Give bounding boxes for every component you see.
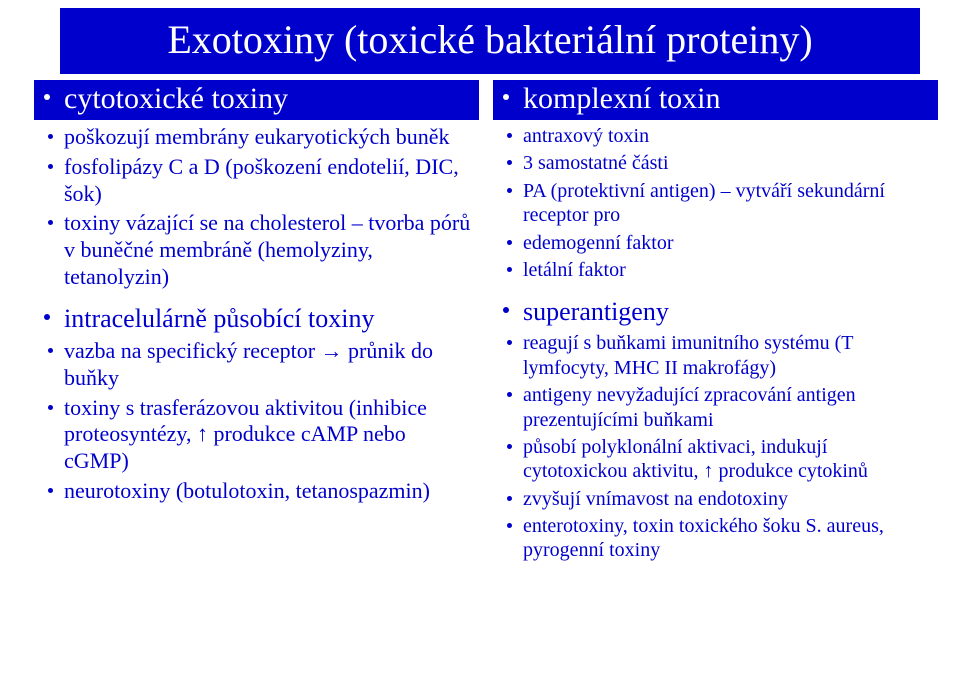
left-section-head-1-text: cytotoxické toxiny — [64, 82, 288, 115]
list-item: PA (protektivní antigen) – vytváří sekun… — [523, 179, 934, 228]
list-item: antigeny nevyžadující zpracování antigen… — [523, 383, 934, 432]
left-column: cytotoxické toxiny poškozují membrány eu… — [34, 80, 479, 574]
right-section-head-2-text: superantigeny — [523, 297, 669, 326]
left-section-head-2-text: intracelulárně působící toxiny — [64, 304, 374, 333]
list-item: toxiny s trasferázovou aktivitou (inhibi… — [64, 395, 475, 475]
left-section-head-1: cytotoxické toxiny — [34, 80, 479, 120]
bullet-icon — [503, 94, 509, 100]
right-block-1: antraxový toxin 3 samostatné části PA (p… — [493, 124, 938, 289]
columns: cytotoxické toxiny poškozují membrány eu… — [0, 80, 960, 574]
list-item: vazba na specifický receptor → průnik do… — [64, 338, 475, 392]
right-column: komplexní toxin antraxový toxin 3 samost… — [493, 80, 938, 574]
list-item: reagují s buňkami imunitního systému (T … — [523, 331, 934, 380]
list-item: neurotoxiny (botulotoxin, tetanospazmin) — [64, 478, 475, 505]
left-section-head-2: intracelulárně působící toxiny — [34, 302, 479, 336]
list-item: zvyšují vnímavost na endotoxiny — [523, 487, 934, 511]
bullet-icon — [44, 94, 50, 100]
right-section-head-1-text: komplexní toxin — [523, 82, 721, 115]
list-item: antraxový toxin — [523, 124, 934, 148]
bullet-icon — [503, 307, 509, 313]
list-item: poškozují membrány eukaryotických buněk — [64, 124, 475, 151]
list-item: toxiny vázající se na cholesterol – tvor… — [64, 210, 475, 290]
right-block-2: reagují s buňkami imunitního systému (T … — [493, 331, 938, 570]
right-section-head-1: komplexní toxin — [493, 80, 938, 120]
slide-title: Exotoxiny (toxické bakteriální proteiny) — [60, 8, 920, 74]
slide: Exotoxiny (toxické bakteriální proteiny)… — [0, 8, 960, 700]
list-item: působí polyklonální aktivaci, indukují c… — [523, 435, 934, 484]
list-item: letální faktor — [523, 258, 934, 282]
list-item: fosfolipázy C a D (poškození endotelií, … — [64, 154, 475, 208]
left-block-2: vazba na specifický receptor → průnik do… — [34, 338, 479, 512]
list-item: enterotoxiny, toxin toxického šoku S. au… — [523, 514, 934, 563]
left-block-1: poškozují membrány eukaryotických buněk … — [34, 124, 479, 298]
right-section-head-2: superantigeny — [493, 295, 938, 329]
list-item: edemogenní faktor — [523, 231, 934, 255]
list-item: 3 samostatné části — [523, 151, 934, 175]
bullet-icon — [44, 314, 50, 320]
